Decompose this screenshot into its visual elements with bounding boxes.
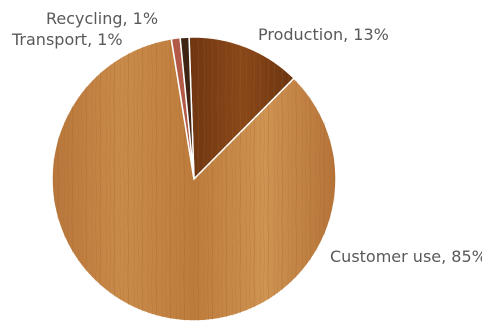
- pie-label-production: Production, 13%: [258, 25, 389, 44]
- wood-grain-texture: [52, 38, 336, 321]
- pie-slice-fill-recycling: [179, 36, 195, 180]
- pie-slice-recycling: [179, 36, 195, 180]
- pie-slices: [51, 36, 337, 321]
- wood-grain-texture: [189, 37, 295, 179]
- pie-label-customer-use: Customer use, 85%: [330, 247, 482, 266]
- pie-slice-customer-use: [51, 37, 337, 321]
- pie-labels: Production, 13% Customer use, 85% Transpor…: [11, 9, 482, 266]
- pie-slice-production: [188, 36, 296, 181]
- pie-label-recycling: Recycling, 1%: [46, 9, 158, 28]
- pie-label-transport: Transport, 1%: [11, 30, 123, 49]
